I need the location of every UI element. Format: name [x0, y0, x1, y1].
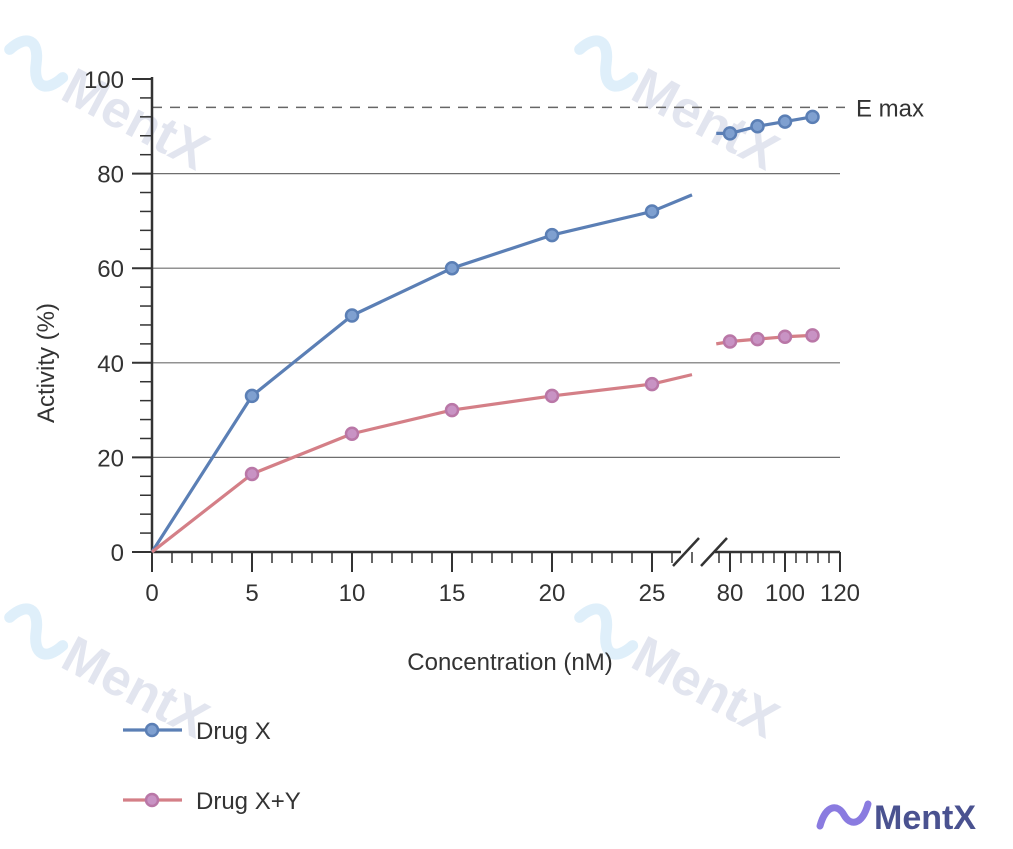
- logo-text: MentX: [874, 799, 976, 837]
- series-line: [150, 193, 693, 553]
- y-tick-label: 0: [111, 540, 124, 567]
- data-point: [444, 260, 460, 276]
- data-point: [444, 402, 460, 418]
- watermark-layer: MentX MentX MentX MentX: [4, 35, 788, 750]
- gridlines: [152, 173, 840, 458]
- legend-item: Drug X+Y: [123, 788, 301, 815]
- y-tick-label: 20: [97, 445, 124, 472]
- data-point: [544, 227, 560, 243]
- legend: Drug X Drug X+Y: [123, 718, 301, 815]
- axis-break-mark: [672, 537, 700, 567]
- legend-label: Drug X+Y: [196, 788, 301, 815]
- data-point: [344, 308, 360, 323]
- series-line: [151, 373, 693, 554]
- data-point: [722, 334, 738, 349]
- watermark-icon: [4, 603, 69, 660]
- legend-marker: [144, 722, 160, 738]
- tick-labels: 0 20 40 60 80 100 0 5 10 15 20 25 80 100 120: [84, 67, 860, 607]
- legend-item: Drug X: [123, 718, 271, 745]
- x-tick-label: 15: [439, 580, 466, 607]
- data-point: [344, 426, 360, 441]
- x-tick-label: 20: [539, 580, 566, 607]
- x-tick-label: 25: [639, 580, 666, 607]
- watermark-text: MentX: [623, 625, 788, 750]
- data-point: [244, 466, 260, 482]
- data-point: [644, 376, 660, 392]
- watermark-text: MentX: [53, 57, 218, 182]
- x-tick-label: 120: [820, 580, 860, 607]
- series-drug-x: [150, 109, 820, 553]
- logo-icon: [816, 800, 872, 830]
- mentx-logo: MentX: [816, 799, 976, 837]
- axis-break-mark: [700, 537, 728, 567]
- data-point: [750, 331, 765, 347]
- emax-label: E max: [856, 95, 924, 122]
- data-point: [244, 388, 260, 404]
- legend-marker: [144, 792, 160, 808]
- watermark-icon: [4, 35, 69, 92]
- watermark: MentX: [4, 603, 218, 750]
- watermark-text: MentX: [623, 57, 788, 182]
- watermark: MentX: [4, 35, 218, 182]
- series-layer: [150, 109, 820, 554]
- x-axis-title: Concentration (nM): [407, 649, 612, 676]
- data-point: [777, 114, 793, 129]
- data-point: [644, 204, 660, 219]
- y-tick-label: 60: [97, 256, 124, 283]
- x-tick-label: 0: [145, 580, 158, 607]
- data-point: [805, 109, 820, 125]
- data-point: [777, 329, 793, 345]
- x-tick-label: 80: [717, 580, 744, 607]
- watermark-icon: [574, 35, 639, 92]
- data-point: [544, 388, 560, 404]
- y-tick-label: 80: [97, 162, 124, 189]
- data-point: [750, 119, 765, 134]
- x-tick-label: 100: [765, 580, 805, 607]
- data-point: [805, 328, 820, 343]
- x-tick-label: 5: [245, 580, 258, 607]
- series-drug-x-y: [151, 328, 820, 554]
- data-point: [722, 126, 738, 141]
- axes: [132, 77, 841, 572]
- legend-label: Drug X: [196, 718, 271, 745]
- y-tick-label: 40: [97, 351, 124, 378]
- y-axis-title: Activity (%): [33, 303, 60, 423]
- x-tick-label: 10: [339, 580, 366, 607]
- watermark-icon: [574, 603, 639, 660]
- watermark: MentX: [574, 35, 788, 182]
- y-tick-label: 100: [84, 67, 124, 94]
